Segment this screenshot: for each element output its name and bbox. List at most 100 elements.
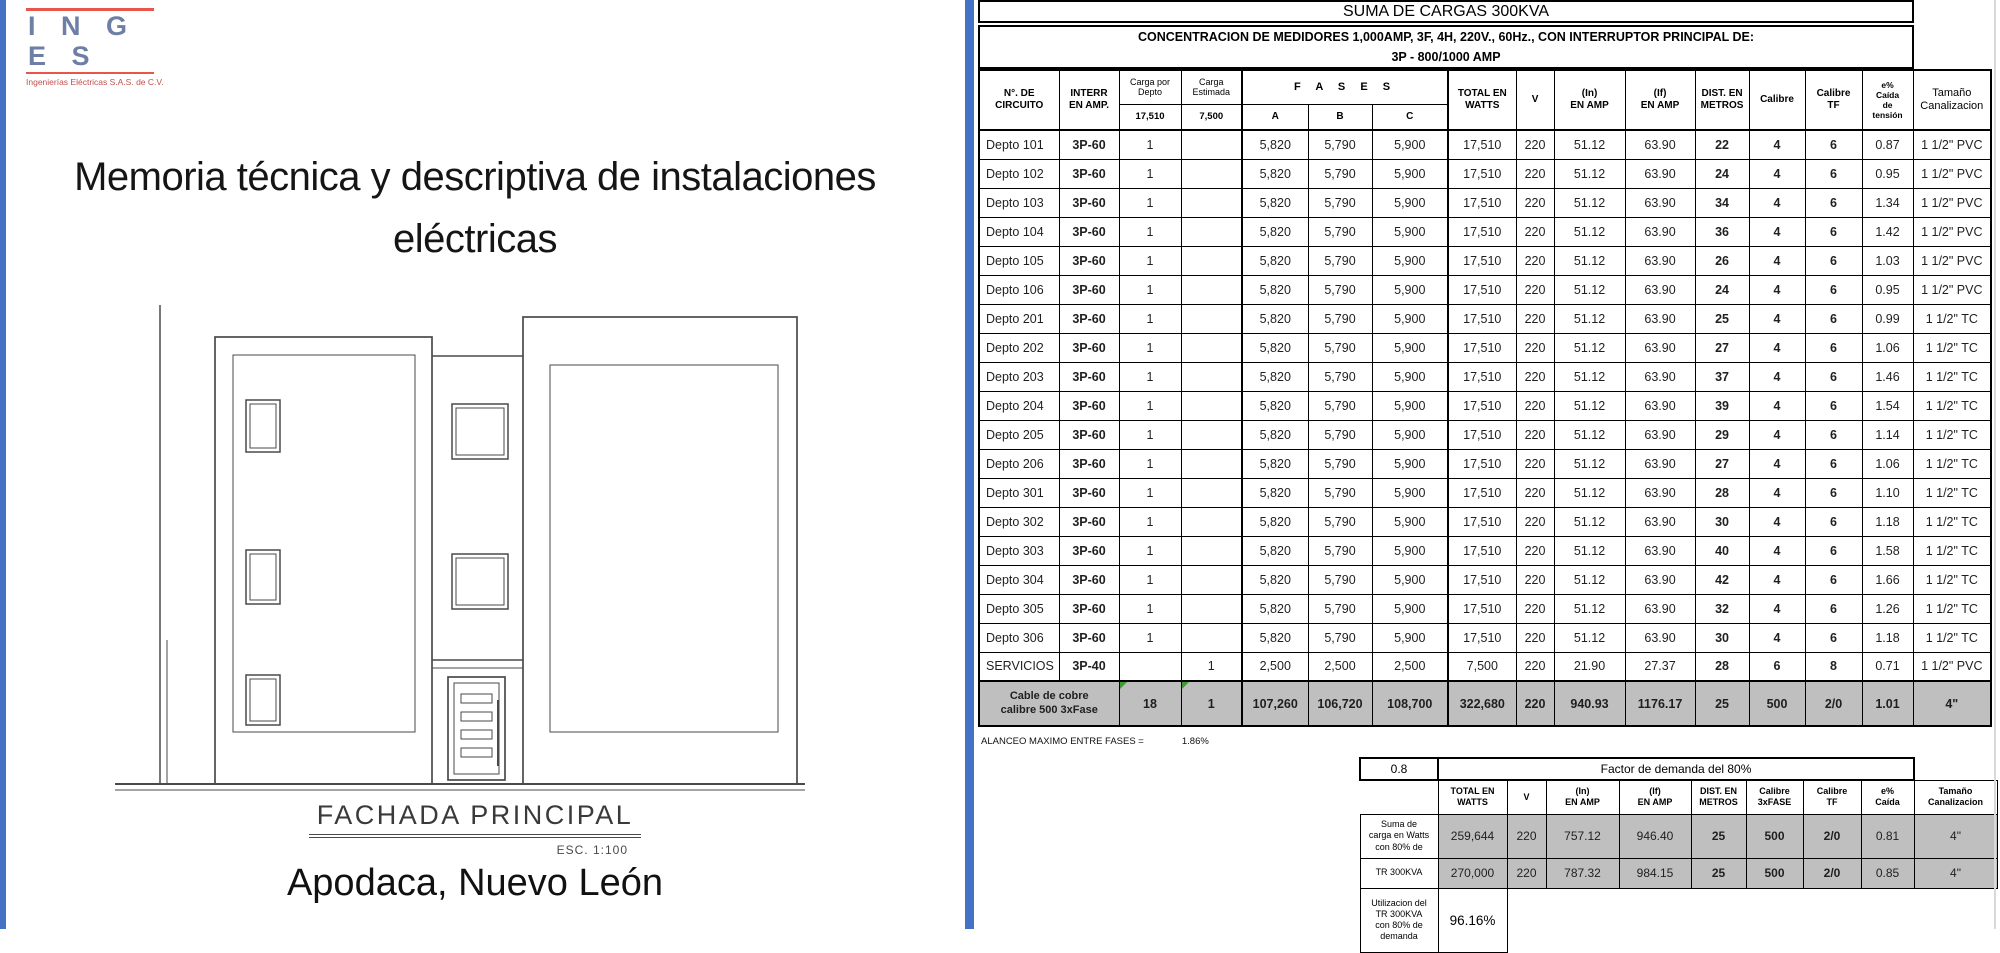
cell[interactable]: 2/0 (1804, 680, 1863, 727)
cell[interactable]: 5,790 (1307, 622, 1373, 653)
cell[interactable]: 500 (1745, 857, 1804, 889)
cell[interactable]: 107,260 (1241, 680, 1309, 727)
cell[interactable]: 3P-40 (1058, 651, 1120, 682)
cell[interactable]: 1.01 (1861, 680, 1914, 727)
cell[interactable]: 1 (1118, 332, 1182, 363)
cell[interactable]: 5,900 (1371, 448, 1449, 479)
cell[interactable]: 22 (1694, 129, 1750, 160)
cell[interactable]: 17,510 (1447, 390, 1517, 421)
cell[interactable]: 984.15 (1618, 857, 1692, 889)
cell[interactable]: 6 (1804, 593, 1863, 624)
cell[interactable]: 4 (1748, 477, 1806, 508)
cell[interactable]: 5,900 (1371, 129, 1449, 160)
cell[interactable]: 5,790 (1307, 158, 1373, 189)
cell[interactable]: 4" (1913, 857, 1998, 889)
cell[interactable]: 5,790 (1307, 187, 1373, 218)
cell[interactable]: 63.90 (1624, 303, 1696, 334)
cell[interactable]: 1.58 (1861, 535, 1914, 566)
cell[interactable]: Depto 106 (978, 274, 1060, 305)
cell[interactable]: 3P-60 (1058, 419, 1120, 450)
cell[interactable]: Depto 206 (978, 448, 1060, 479)
cell[interactable] (1180, 564, 1243, 595)
cell[interactable]: 5,820 (1241, 419, 1309, 450)
cell[interactable]: 220 (1515, 564, 1555, 595)
cell[interactable] (1180, 332, 1243, 363)
cell[interactable]: 5,790 (1307, 216, 1373, 247)
cell[interactable] (1180, 129, 1243, 160)
cell[interactable]: 4 (1748, 593, 1806, 624)
cell[interactable]: 1 1/2" PVC (1912, 245, 1992, 276)
cell[interactable]: 63.90 (1624, 477, 1696, 508)
cell[interactable]: 1 (1118, 477, 1182, 508)
cell[interactable]: 63.90 (1624, 158, 1696, 189)
cell[interactable]: 220 (1515, 187, 1555, 218)
cell[interactable]: 51.12 (1553, 332, 1626, 363)
cell[interactable]: 4" (1912, 680, 1992, 727)
cell[interactable] (1180, 158, 1243, 189)
cell[interactable]: 17,510 (1447, 129, 1517, 160)
cell[interactable]: 5,820 (1241, 506, 1309, 537)
cell[interactable] (1180, 535, 1243, 566)
cell[interactable]: 17,510 (1447, 564, 1517, 595)
cell[interactable]: Depto 104 (978, 216, 1060, 247)
cell[interactable]: 4 (1748, 564, 1806, 595)
cell[interactable]: 28 (1694, 477, 1750, 508)
cell[interactable]: 51.12 (1553, 274, 1626, 305)
cell[interactable]: 106,720 (1307, 680, 1373, 727)
cell[interactable]: 3P-60 (1058, 245, 1120, 276)
cell[interactable]: 6 (1804, 622, 1863, 653)
cell[interactable]: 1 1/2" PVC (1912, 274, 1992, 305)
cell[interactable]: 6 (1804, 535, 1863, 566)
cell[interactable] (1180, 448, 1243, 479)
cell[interactable]: 5,790 (1307, 535, 1373, 566)
cell[interactable]: 1 1/2" TC (1912, 622, 1992, 653)
cell[interactable]: 220 (1506, 857, 1547, 889)
cell[interactable]: 42 (1694, 564, 1750, 595)
cell[interactable]: Depto 205 (978, 419, 1060, 450)
cell[interactable]: 40 (1694, 535, 1750, 566)
cell[interactable]: 5,900 (1371, 361, 1449, 392)
cell[interactable]: 1.03 (1861, 245, 1914, 276)
cell[interactable]: 51.12 (1553, 390, 1626, 421)
cell[interactable]: 220 (1515, 448, 1555, 479)
cell[interactable]: 2,500 (1371, 651, 1449, 682)
cell[interactable]: 220 (1515, 680, 1555, 727)
cell[interactable]: 5,790 (1307, 564, 1373, 595)
cell[interactable]: 1 (1180, 651, 1243, 682)
cell[interactable]: 30 (1694, 622, 1750, 653)
cell[interactable]: 5,790 (1307, 593, 1373, 624)
cell[interactable]: 17,510 (1447, 506, 1517, 537)
cell[interactable] (1180, 506, 1243, 537)
cell[interactable]: 25 (1690, 813, 1747, 859)
cell[interactable]: 1 1/2" PVC (1912, 216, 1992, 247)
cell[interactable]: 1 1/2" TC (1912, 303, 1992, 334)
cell[interactable]: 5,790 (1307, 274, 1373, 305)
cell[interactable]: 17,510 (1447, 419, 1517, 450)
cell[interactable]: Depto 303 (978, 535, 1060, 566)
cell[interactable]: 500 (1745, 813, 1804, 859)
cell[interactable]: Depto 304 (978, 564, 1060, 595)
cell[interactable]: 25 (1690, 857, 1747, 889)
cell[interactable]: 5,900 (1371, 564, 1449, 595)
cell[interactable]: 51.12 (1553, 535, 1626, 566)
cell[interactable] (1180, 216, 1243, 247)
cell[interactable]: 5,820 (1241, 245, 1309, 276)
cell[interactable]: 1 1/2" PVC (1912, 158, 1992, 189)
cell[interactable]: 63.90 (1624, 564, 1696, 595)
cell[interactable]: 1.66 (1861, 564, 1914, 595)
cell[interactable]: Depto 102 (978, 158, 1060, 189)
cell[interactable]: 1 (1118, 419, 1182, 450)
cell[interactable]: 787.32 (1545, 857, 1620, 889)
cell[interactable]: 5,820 (1241, 564, 1309, 595)
cell[interactable]: 17,510 (1447, 245, 1517, 276)
cell[interactable]: 0.87 (1861, 129, 1914, 160)
cell[interactable]: Depto 306 (978, 622, 1060, 653)
cell[interactable]: 3P-60 (1058, 216, 1120, 247)
cell[interactable]: 17,510 (1447, 448, 1517, 479)
cell[interactable]: 3P-60 (1058, 158, 1120, 189)
cell[interactable]: 1 (1118, 448, 1182, 479)
cell[interactable]: 30 (1694, 506, 1750, 537)
cell[interactable]: 25 (1694, 680, 1750, 727)
cell[interactable]: 5,820 (1241, 448, 1309, 479)
cell[interactable]: 5,900 (1371, 187, 1449, 218)
